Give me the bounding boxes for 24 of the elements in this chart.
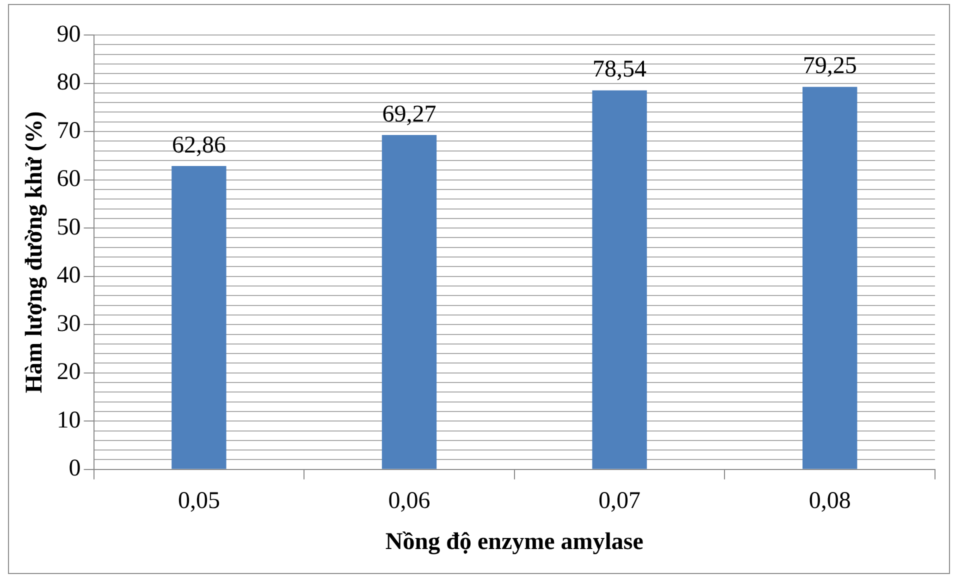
- y-tick-label: 60: [56, 166, 81, 192]
- data-label: 62,86: [172, 132, 226, 158]
- y-tick-label: 20: [56, 359, 81, 386]
- y-tick-label: 90: [56, 21, 81, 48]
- x-tick-label: 0,05: [178, 488, 220, 514]
- bar: [382, 135, 437, 469]
- y-axis-title: Hàm lượng đường khử (%): [22, 111, 48, 394]
- data-label: 69,27: [382, 101, 436, 128]
- y-tick-label: 50: [56, 214, 81, 240]
- y-tick-label: 80: [56, 70, 81, 96]
- y-tick-label: 70: [56, 118, 81, 144]
- bar: [172, 166, 226, 469]
- bar: [592, 90, 647, 469]
- x-tick-label: 0,07: [598, 488, 641, 514]
- data-label: 79,25: [802, 53, 857, 80]
- y-tick-label: 10: [56, 407, 81, 434]
- x-tick-label: 0,06: [388, 488, 430, 514]
- y-tick-label: 30: [56, 310, 81, 337]
- x-tick-label: 0,08: [808, 488, 851, 514]
- y-tick-label: 0: [68, 456, 81, 482]
- data-label: 78,54: [592, 56, 647, 83]
- bar: [802, 86, 858, 469]
- y-tick-label: 40: [56, 262, 81, 289]
- x-axis-title: Nồng độ enzyme amylase: [385, 528, 644, 555]
